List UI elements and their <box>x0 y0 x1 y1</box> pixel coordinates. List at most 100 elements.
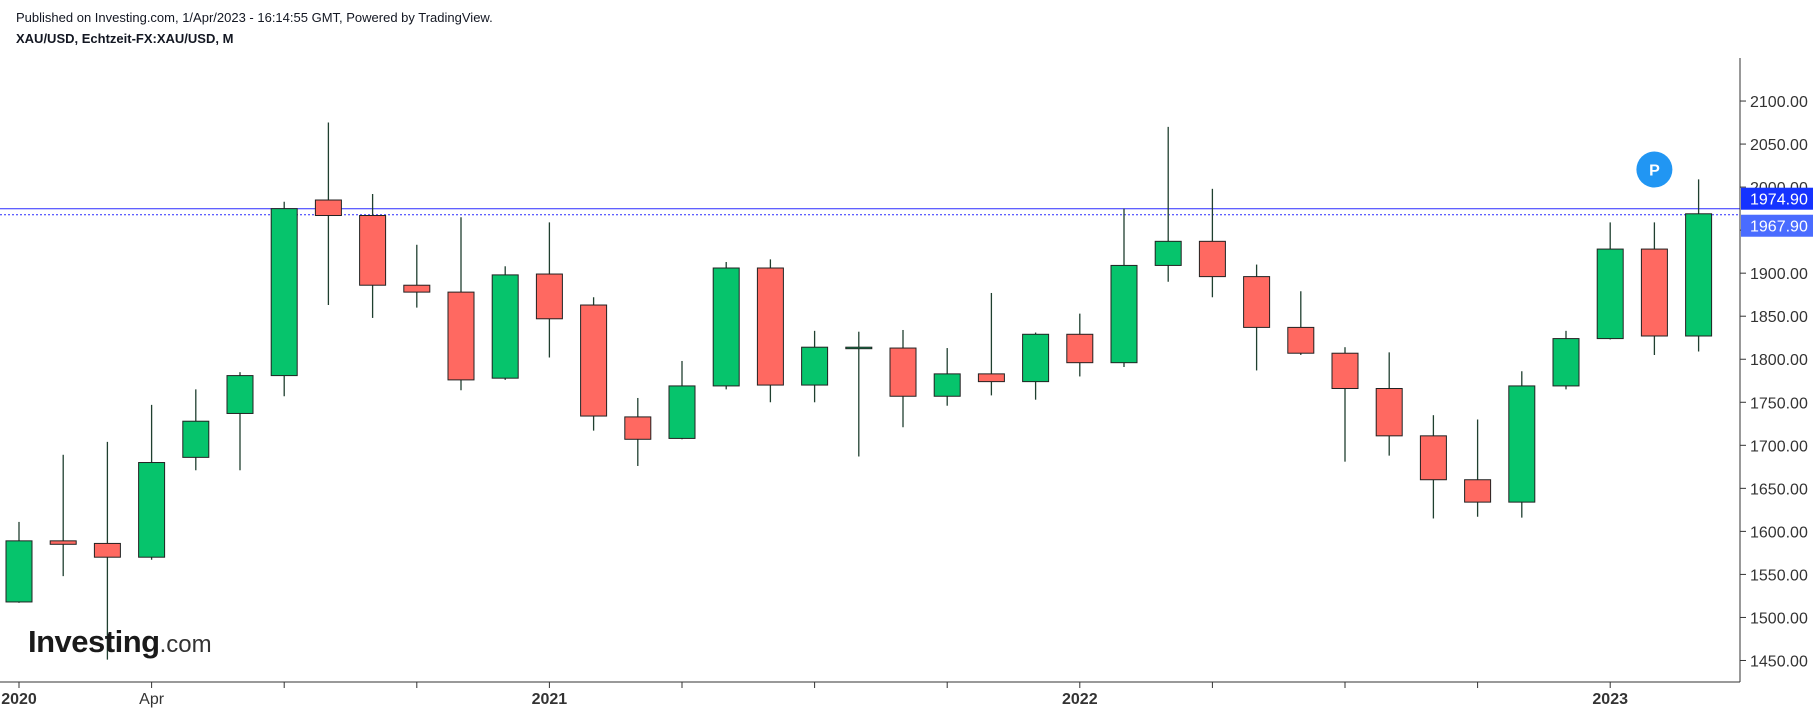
candle <box>1022 332 1050 400</box>
candle <box>801 330 829 403</box>
x-tick-label: 2021 <box>532 691 568 708</box>
candle-body <box>756 267 784 386</box>
candle <box>447 217 475 391</box>
symbol-title: XAU/USD, Echtzeit-FX:XAU/USD, M <box>16 31 234 46</box>
candle-body <box>580 304 608 417</box>
candle-body <box>801 346 829 386</box>
candle-body <box>1596 248 1624 340</box>
candle-body <box>1198 240 1226 278</box>
candle <box>1110 208 1138 367</box>
price-label-text: 1967.90 <box>1750 219 1808 236</box>
y-tick-label: 2050.00 <box>1750 137 1808 154</box>
candle <box>491 266 519 380</box>
candle-body <box>712 267 740 387</box>
y-tick-label: 1650.00 <box>1750 481 1808 498</box>
p-marker-circle <box>1636 151 1673 188</box>
candle-body <box>1640 248 1668 337</box>
candle-body <box>1375 388 1403 437</box>
candle-body <box>1287 326 1315 354</box>
y-tick-label: 1850.00 <box>1750 309 1808 326</box>
logo-bold: Investing <box>28 624 160 659</box>
candle-body <box>1685 213 1713 337</box>
candle <box>138 404 166 560</box>
y-tick-label: 1900.00 <box>1750 266 1808 283</box>
candle <box>1287 291 1315 355</box>
candle <box>624 397 652 466</box>
candle <box>1464 419 1492 517</box>
published-note: Published on Investing.com, 1/Apr/2023 -… <box>16 10 493 25</box>
price-labels: 1974.90 1967.90 <box>1741 187 1813 237</box>
candle <box>1508 371 1536 518</box>
candle-body <box>5 540 33 603</box>
candle-body <box>1419 435 1447 481</box>
candle-body <box>1066 333 1094 364</box>
candle-body <box>1331 352 1359 390</box>
candle-body <box>933 373 961 397</box>
investing-logo: Investing.com <box>28 624 212 660</box>
candle <box>93 441 121 660</box>
candle-body <box>1552 338 1580 387</box>
candle-body <box>1022 333 1050 383</box>
candle <box>314 122 342 306</box>
candle-body <box>977 373 1005 383</box>
candle-body <box>889 347 917 397</box>
candle-body <box>182 420 210 458</box>
candle <box>5 521 33 603</box>
candle-body <box>624 416 652 440</box>
candle <box>182 389 210 471</box>
candle <box>49 454 77 577</box>
candle <box>756 259 784 403</box>
candles <box>5 122 1713 660</box>
axes: 1450.00 1500.00 1550.00 1600.00 1650.00 1700.… <box>0 58 1808 708</box>
candle-body <box>1464 479 1492 503</box>
candle-body <box>1243 276 1271 328</box>
candle-body <box>668 385 696 439</box>
candle-body <box>535 273 563 320</box>
logo-light: .com <box>159 631 212 658</box>
candle <box>1685 179 1713 352</box>
candle <box>580 297 608 431</box>
price-label-box <box>1741 187 1813 210</box>
candle <box>1596 222 1624 340</box>
y-tick-label: 1800.00 <box>1750 352 1808 369</box>
candle <box>1552 330 1580 390</box>
candle-body <box>226 375 254 414</box>
candle <box>1154 126 1182 282</box>
candle-body <box>359 215 387 286</box>
candle <box>1198 188 1226 298</box>
candle-body <box>491 274 519 379</box>
candle-body <box>1154 240 1182 266</box>
candle <box>712 261 740 390</box>
candle-body <box>845 346 873 350</box>
y-tick-label: 1700.00 <box>1750 438 1808 455</box>
candle <box>845 331 873 457</box>
price-lines <box>0 208 1740 216</box>
candle <box>1066 313 1094 377</box>
candle <box>359 193 387 318</box>
y-tick-label: 1500.00 <box>1750 610 1808 627</box>
candle-body <box>447 291 475 381</box>
candle-body <box>1508 385 1536 503</box>
candle <box>668 360 696 440</box>
candle <box>1375 352 1403 456</box>
candle-body <box>138 462 166 558</box>
candle <box>1243 264 1271 371</box>
y-tick-label: 2100.00 <box>1750 94 1808 111</box>
y-tick-label: 1550.00 <box>1750 567 1808 584</box>
candle <box>977 292 1005 396</box>
candle <box>270 201 298 397</box>
candle-body <box>314 199 342 217</box>
price-label-box <box>1741 214 1813 237</box>
candle <box>1419 415 1447 519</box>
candle-body <box>270 208 298 377</box>
candle <box>889 329 917 428</box>
candle <box>403 244 431 308</box>
x-tick-label: 2022 <box>1062 691 1098 708</box>
x-tick-label: 2020 <box>1 691 37 708</box>
candle <box>933 348 961 406</box>
candle <box>226 372 254 471</box>
marker: P <box>1636 151 1673 188</box>
candle-body <box>93 542 121 558</box>
y-tick-label: 1450.00 <box>1750 653 1808 670</box>
